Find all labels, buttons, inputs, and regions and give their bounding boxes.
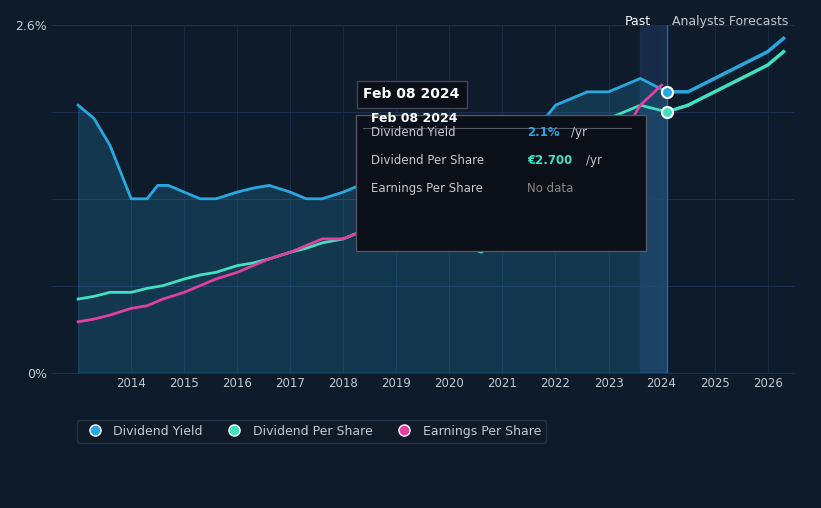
Text: No data: No data (527, 182, 573, 195)
Text: 2.1%: 2.1% (527, 126, 559, 139)
Text: Past: Past (625, 15, 651, 27)
Text: /yr: /yr (586, 154, 603, 167)
Text: €2.700: €2.700 (527, 154, 572, 167)
Text: /yr: /yr (571, 126, 587, 139)
Text: Feb 08 2024: Feb 08 2024 (364, 87, 460, 102)
Legend: Dividend Yield, Dividend Per Share, Earnings Per Share: Dividend Yield, Dividend Per Share, Earn… (77, 420, 546, 443)
FancyBboxPatch shape (356, 115, 645, 251)
Text: Feb 08 2024: Feb 08 2024 (371, 112, 457, 125)
Bar (640, 25, 667, 372)
Text: Analysts Forecasts: Analysts Forecasts (672, 15, 788, 27)
Text: Dividend Yield: Dividend Yield (371, 126, 456, 139)
Text: Earnings Per Share: Earnings Per Share (371, 182, 483, 195)
Text: Dividend Per Share: Dividend Per Share (371, 154, 484, 167)
